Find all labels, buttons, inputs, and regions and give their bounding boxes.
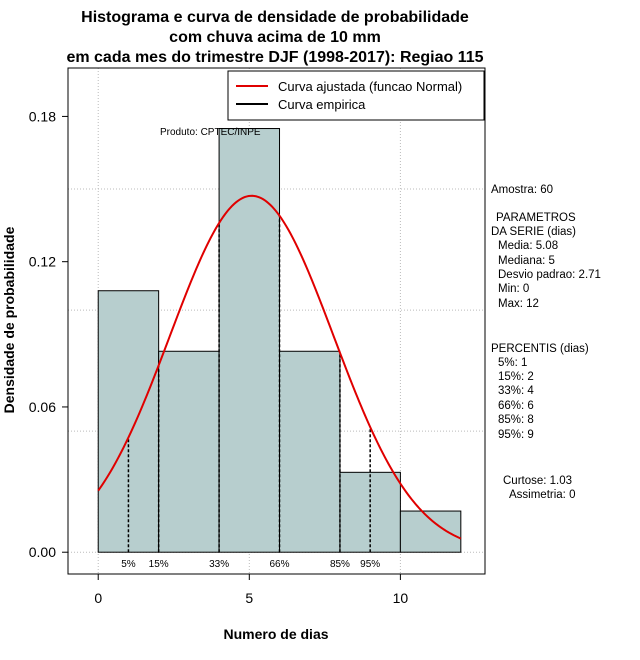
y-axis: 0.00 0.06 0.12 0.18 [29, 108, 69, 560]
y-tick-label: 0.18 [29, 108, 56, 124]
legend: Curva ajustada (funcao Normal) Curva emp… [227, 70, 485, 121]
stats-panel: Amostra: 60 PARAMETROS DA SERIE (dias) M… [491, 184, 601, 501]
histogram-bar [218, 128, 281, 553]
kurtosis: Curtose: 1.03 [503, 475, 572, 487]
y-axis-label: Densidade de probabilidade [1, 226, 17, 413]
legend-label-normal: Curva ajustada (funcao Normal) [278, 79, 462, 94]
x-axis-label: Numero de dias [223, 626, 328, 642]
histogram-bars [97, 128, 462, 553]
params-title-1: PARAMETROS [496, 212, 576, 224]
sample-size: Amostra: 60 [491, 184, 553, 196]
percentile-lines [127, 215, 371, 553]
y-tick-label: 0.00 [29, 544, 56, 560]
product-annotation: Produto: CPTEC/INPE [160, 127, 261, 138]
percentile-5: 5%: 1 [498, 357, 527, 369]
chart-title-line-3: em cada mes do trimestre DJF (1998-2017)… [66, 49, 483, 66]
params-title-2: DA SERIE (dias) [491, 226, 576, 238]
y-tick-label: 0.12 [29, 254, 56, 270]
param-sd: Desvio padrao: 2.71 [498, 269, 601, 281]
percentile-66: 66%: 6 [498, 400, 534, 412]
percentile-95: 95%: 9 [498, 429, 534, 441]
percentile-labels: 5% 15% 33% 66% 85% 95% [121, 559, 380, 570]
percentile-label: 66% [270, 559, 290, 570]
percentile-33: 33%: 4 [498, 385, 534, 397]
histogram-bar [279, 350, 341, 553]
param-min: Min: 0 [498, 283, 529, 295]
percentile-label: 33% [209, 559, 229, 570]
skewness: Assimetria: 0 [509, 489, 575, 501]
param-mean: Media: 5.08 [498, 240, 558, 252]
percentile-15: 15%: 2 [498, 371, 534, 383]
x-axis: 0 5 10 [84, 573, 409, 606]
percentile-label: 85% [330, 559, 350, 570]
x-tick-label: 10 [393, 590, 409, 606]
chart-title-line-2: com chuva acima de 10 mm [169, 29, 381, 46]
percentiles-title: PERCENTIS (dias) [491, 343, 589, 355]
percentile-85: 85%: 8 [498, 414, 534, 426]
legend-box [227, 70, 485, 121]
plot-area: 5% 15% 33% 66% 85% 95% [67, 67, 486, 575]
percentile-label: 15% [149, 559, 169, 570]
param-max: Max: 12 [498, 298, 539, 310]
percentile-label: 5% [121, 559, 136, 570]
histogram-bar [97, 290, 160, 553]
percentile-label: 95% [360, 559, 380, 570]
param-median: Mediana: 5 [498, 255, 555, 267]
legend-label-empirical: Curva empirica [278, 97, 366, 112]
x-tick-label: 5 [245, 590, 253, 606]
histogram-bar [399, 510, 462, 553]
x-tick-label: 0 [94, 590, 102, 606]
normal-fit-curve [97, 194, 462, 540]
chart-title-line-1: Histograma e curva de densidade de proba… [81, 9, 469, 26]
histogram-bar [158, 350, 220, 553]
y-tick-label: 0.06 [29, 399, 56, 415]
